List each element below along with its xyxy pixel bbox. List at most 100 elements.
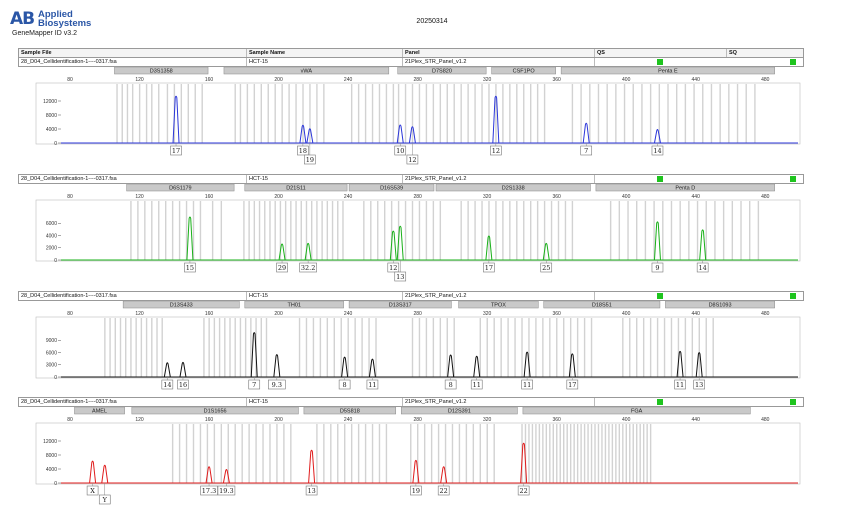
ladder-bin bbox=[199, 424, 202, 483]
column-header-sample-file[interactable]: Sample File bbox=[19, 49, 247, 57]
peak bbox=[341, 356, 349, 378]
ladder-bin bbox=[509, 201, 511, 260]
allele-call-label: 8 bbox=[343, 381, 347, 389]
marker-label: D3S1358 bbox=[150, 69, 173, 75]
ladder-bin bbox=[488, 84, 490, 143]
ladder-bin bbox=[460, 201, 462, 260]
allele-call-box bbox=[387, 262, 400, 273]
electropherogram-plot[interactable]: D3S1358 vWA D7S820 CSF1PO Penta E80 120 160 200… bbox=[0, 67, 864, 175]
marker-label: D2S1338 bbox=[502, 186, 525, 192]
allele-call-box bbox=[161, 379, 174, 390]
marker-label: D12S391 bbox=[448, 409, 471, 415]
marker-label: vWA bbox=[301, 69, 313, 75]
x-tick-label: 360 bbox=[552, 417, 561, 423]
column-header-panel[interactable]: Panel bbox=[403, 49, 595, 57]
ladder-bin bbox=[622, 424, 624, 483]
sq-status-indicator bbox=[790, 293, 796, 299]
electropherogram-plot[interactable]: AMEL D1S1656 D5S818 D12S391 FGA 80 120 160 200 24… bbox=[0, 407, 864, 515]
marker-label: D1S1656 bbox=[204, 409, 227, 415]
allele-call-label: 32.2 bbox=[301, 264, 315, 272]
peak bbox=[250, 332, 258, 378]
x-tick-label: 400 bbox=[622, 77, 631, 83]
ladder-bin bbox=[269, 201, 271, 260]
ladder-bin bbox=[479, 318, 481, 377]
ladder-bin bbox=[145, 318, 148, 377]
ladder-bin bbox=[583, 318, 586, 377]
allele-call-box bbox=[470, 379, 483, 390]
ladder-bin bbox=[178, 201, 181, 260]
ladder-bin bbox=[580, 84, 582, 143]
marker-bin bbox=[595, 184, 775, 192]
ladder-bin bbox=[145, 84, 148, 143]
ladder-bin bbox=[642, 318, 645, 377]
allele-call-label: 18 bbox=[299, 147, 307, 155]
ladder-bin bbox=[576, 318, 579, 377]
ladder-bin bbox=[521, 318, 523, 377]
allele-call-label: 22 bbox=[440, 487, 448, 495]
marker-label: AMEL bbox=[92, 409, 107, 415]
electropherogram-plot[interactable]: D6S1179 D21S11 D16S539 D2S1338 Penta D80 120 1… bbox=[0, 184, 864, 292]
sample-info-row[interactable]: 28_D04_Cellidentification-1----0317.fsa … bbox=[18, 291, 804, 301]
ladder-bin bbox=[300, 201, 302, 260]
x-tick-label: 320 bbox=[483, 77, 492, 83]
x-tick-label: 360 bbox=[552, 194, 561, 200]
ladder-bin bbox=[337, 201, 339, 260]
peak bbox=[308, 449, 316, 484]
sample-info-row[interactable]: 28_D04_Cellidentification-1----0317.fsa … bbox=[18, 174, 804, 184]
sample-info-row[interactable]: 28_D04_Cellidentification-1----0317.fsa … bbox=[18, 397, 804, 407]
ladder-bin bbox=[465, 424, 468, 483]
ladder-bin bbox=[119, 318, 122, 377]
marker-bin bbox=[458, 301, 539, 309]
electropherogram-red-panel: 28_D04_Cellidentification-1----0317.fsa … bbox=[0, 397, 864, 515]
peak bbox=[396, 225, 404, 261]
ladder-bin bbox=[330, 424, 332, 483]
ladder-bin bbox=[523, 84, 525, 143]
marker-bin bbox=[397, 67, 487, 75]
ladder-bin bbox=[509, 84, 511, 143]
x-tick-label: 200 bbox=[274, 417, 283, 423]
ladder-bin bbox=[220, 201, 223, 260]
allele-call-label: 7 bbox=[252, 381, 256, 389]
ladder-bin bbox=[227, 424, 229, 483]
ladder-bin bbox=[267, 84, 269, 143]
sample-info-row[interactable]: 28_D04_Cellidentification-1----0317.fsa … bbox=[18, 57, 804, 67]
allele-call-box bbox=[177, 379, 189, 390]
allele-call-box bbox=[444, 379, 457, 390]
y-tick-label: 4000 bbox=[46, 127, 57, 133]
ladder-bin bbox=[481, 84, 483, 143]
ladder-bin bbox=[208, 318, 210, 377]
x-tick-label: 120 bbox=[135, 417, 144, 423]
electropherogram-black-panel: 28_D04_Cellidentification-1----0317.fsa … bbox=[0, 291, 864, 409]
column-header-sq[interactable]: SQ bbox=[729, 50, 737, 56]
column-header-sample-name[interactable]: Sample Name bbox=[247, 49, 403, 57]
qs-status-indicator bbox=[657, 293, 663, 299]
marker-label: D21S11 bbox=[286, 186, 305, 192]
ladder-bin bbox=[629, 318, 631, 377]
ladder-bin bbox=[126, 84, 129, 143]
ladder-bin bbox=[243, 201, 245, 260]
x-tick-label: 120 bbox=[135, 77, 144, 83]
report-date: 20250314 bbox=[416, 18, 448, 25]
ladder-bin bbox=[542, 318, 544, 377]
ladder-bin bbox=[622, 318, 624, 377]
marker-label: D7S820 bbox=[432, 69, 452, 75]
ladder-bin bbox=[404, 84, 407, 143]
peak bbox=[523, 351, 531, 378]
peak bbox=[492, 95, 500, 144]
y-tick-label: 8000 bbox=[46, 113, 57, 119]
ladder-bin bbox=[641, 84, 643, 143]
ladder-bin bbox=[458, 424, 461, 483]
ladder-bin bbox=[151, 318, 153, 377]
ladder-bin bbox=[486, 318, 488, 377]
marker-bin bbox=[126, 184, 235, 192]
y-tick-label: 6000 bbox=[46, 350, 57, 356]
allele-call-label: 11 bbox=[676, 381, 684, 389]
allele-call-label: 11 bbox=[473, 381, 481, 389]
allele-call-label: 8 bbox=[449, 381, 453, 389]
allele-call-box bbox=[674, 379, 686, 390]
ladder-bin bbox=[502, 84, 504, 143]
ladder-bin bbox=[125, 318, 127, 377]
column-header-qs[interactable]: QS bbox=[595, 49, 727, 57]
ladder-bin bbox=[371, 424, 374, 483]
